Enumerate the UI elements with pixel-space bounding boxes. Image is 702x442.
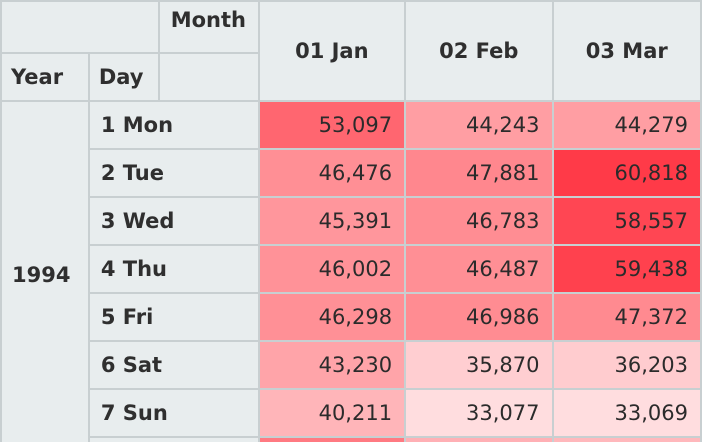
row-header-day[interactable]: 5 Fri xyxy=(87,292,260,342)
value-cell[interactable]: 46,487 xyxy=(404,244,554,294)
row-header-day[interactable]: 7 Sun xyxy=(87,388,260,438)
table-row: 3 Wed 45,391 46,783 58,557 xyxy=(1,196,702,246)
table-row: 2 Tue 46,476 47,881 60,818 xyxy=(1,148,702,198)
value-cell[interactable]: 35,870 xyxy=(404,340,554,390)
value-cell[interactable]: 47,881 xyxy=(404,148,554,198)
table-row-partial xyxy=(1,436,702,442)
value-cell[interactable]: 58,557 xyxy=(551,196,702,246)
value-cell[interactable]: 46,986 xyxy=(404,292,554,342)
day-header[interactable]: Day xyxy=(87,52,160,102)
value-cell[interactable]: 59,438 xyxy=(551,244,702,294)
value-cell[interactable]: 44,279 xyxy=(551,100,702,150)
row-header-day xyxy=(87,436,260,442)
column-header-jan[interactable]: 01 Jan xyxy=(257,0,407,102)
table-row: 4 Thu 46,002 46,487 59,438 xyxy=(1,244,702,294)
value-cell[interactable]: 46,002 xyxy=(257,244,407,294)
value-cell[interactable]: 44,243 xyxy=(404,100,554,150)
value-cell[interactable]: 47,372 xyxy=(551,292,702,342)
month-header[interactable]: Month xyxy=(157,0,260,54)
row-header-year[interactable]: 1994 xyxy=(0,100,90,442)
value-cell[interactable]: 45,391 xyxy=(257,196,407,246)
value-cell[interactable]: 33,069 xyxy=(551,388,702,438)
value-cell[interactable]: 33,077 xyxy=(404,388,554,438)
value-cell xyxy=(404,436,554,442)
value-cell[interactable]: 36,203 xyxy=(551,340,702,390)
table-row: 1994 1 Mon 53,097 44,243 44,279 xyxy=(0,100,702,442)
value-cell xyxy=(257,436,407,442)
row-header-day[interactable]: 1 Mon xyxy=(87,100,260,150)
table-row: 6 Sat 43,230 35,870 36,203 xyxy=(1,340,702,390)
year-header[interactable]: Year xyxy=(0,52,90,102)
value-cell[interactable]: 40,211 xyxy=(257,388,407,438)
column-header-mar[interactable]: 03 Mar xyxy=(551,0,702,102)
value-cell[interactable]: 53,097 xyxy=(257,100,407,150)
value-cell[interactable]: 60,818 xyxy=(551,148,702,198)
corner-cell xyxy=(0,0,160,54)
table-row: 7 Sun 40,211 33,077 33,069 xyxy=(1,388,702,438)
value-cell[interactable]: 46,783 xyxy=(404,196,554,246)
column-header-feb[interactable]: 02 Feb xyxy=(404,0,554,102)
month-header-filler xyxy=(157,52,260,102)
row-header-day[interactable]: 3 Wed xyxy=(87,196,260,246)
value-cell[interactable]: 46,298 xyxy=(257,292,407,342)
row-header-day[interactable]: 6 Sat xyxy=(87,340,260,390)
row-header-day[interactable]: 2 Tue xyxy=(87,148,260,198)
value-cell[interactable]: 46,476 xyxy=(257,148,407,198)
table-row: 5 Fri 46,298 46,986 47,372 xyxy=(1,292,702,342)
value-cell xyxy=(551,436,702,442)
row-header-day[interactable]: 4 Thu xyxy=(87,244,260,294)
value-cell[interactable]: 43,230 xyxy=(257,340,407,390)
